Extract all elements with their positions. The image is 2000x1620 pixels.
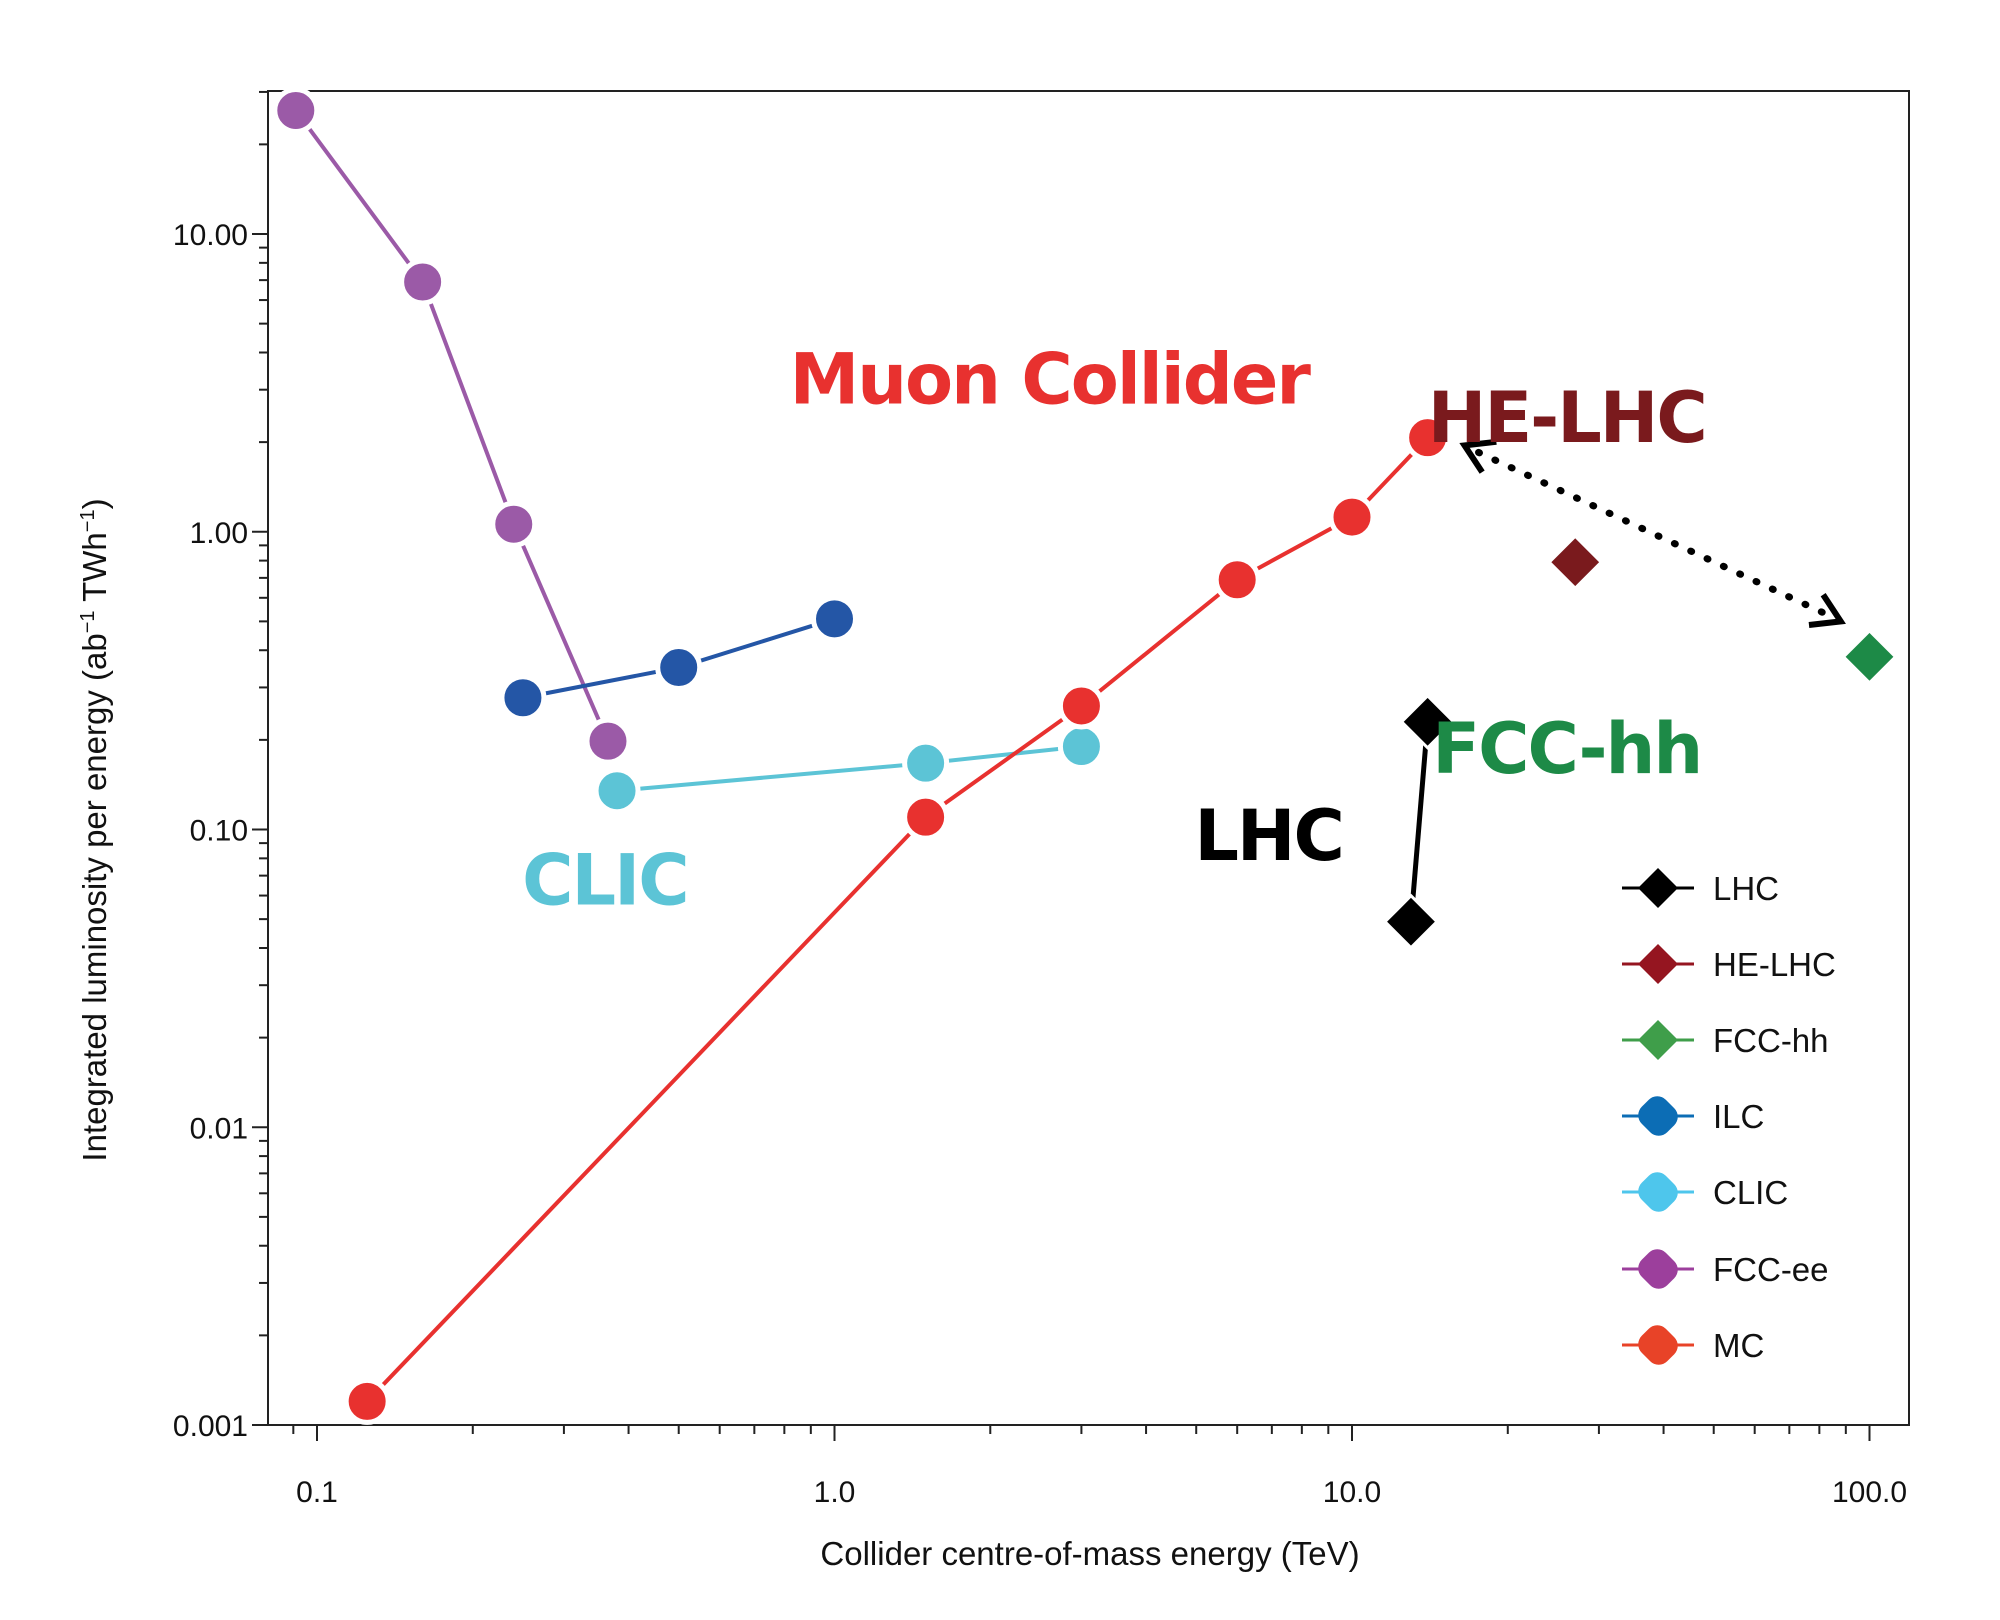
legend-marker-he-lhc bbox=[1638, 944, 1678, 984]
plot-frame bbox=[267, 90, 1910, 1426]
legend-label-he-lhc: HE-LHC bbox=[1713, 946, 1836, 983]
mc-data-point bbox=[1328, 493, 1376, 541]
annotation-he-lhc: HE-LHC bbox=[1428, 377, 1706, 459]
ilc-data-point bbox=[811, 595, 858, 643]
fcc-ee-data-point bbox=[584, 717, 632, 765]
fcc-ee-data-point bbox=[399, 258, 447, 306]
fcc-hh-data-point bbox=[1841, 628, 1898, 685]
legend-marker-mc bbox=[1638, 1325, 1678, 1365]
legend-marker-fcc-ee bbox=[1638, 1249, 1678, 1289]
plot-area: 0.1 1.0 10.0 100.0 10.00 1.00 0.10 0.01 0.001 Muo… bbox=[173, 86, 1910, 1509]
y-axis-title-mid: TWh bbox=[76, 532, 113, 610]
legend-marker-clic bbox=[1638, 1172, 1678, 1212]
annotation-lhc: LHC bbox=[1194, 795, 1343, 877]
mc-data-point bbox=[1057, 682, 1105, 730]
fcc-ee-data-point bbox=[490, 500, 538, 548]
dotted-arrow-line bbox=[1475, 448, 1831, 618]
y-tick-label: 0.001 bbox=[173, 1410, 248, 1443]
arrowhead-right-icon bbox=[1808, 593, 1846, 628]
legend-marker-lhc bbox=[1638, 868, 1678, 908]
y-tick-label: 0.10 bbox=[190, 815, 248, 848]
y-axis-title-end: ) bbox=[76, 498, 113, 509]
mc-data-point bbox=[1213, 556, 1261, 604]
ilc-data-point bbox=[655, 644, 703, 692]
legend-marker-ilc bbox=[1638, 1096, 1678, 1136]
arrowhead-left-icon bbox=[1459, 438, 1497, 474]
clic-series-line bbox=[616, 744, 1082, 793]
lhc-data-point bbox=[1399, 693, 1456, 750]
legend-label-clic: CLIC bbox=[1713, 1174, 1788, 1211]
y-axis-title-main: Integrated luminosity per energy (ab bbox=[76, 633, 113, 1161]
legend-label-lhc: LHC bbox=[1713, 870, 1779, 907]
lhc-data-point bbox=[1382, 893, 1440, 950]
legend-marker-fcc-hh bbox=[1638, 1020, 1678, 1060]
y-axis-title: Integrated luminosity per energy (ab−1 T… bbox=[76, 498, 113, 1161]
x-tick-label: 1.0 bbox=[814, 1476, 856, 1509]
x-tick-label: 10.0 bbox=[1323, 1476, 1381, 1509]
legend-label-ilc: ILC bbox=[1713, 1098, 1764, 1135]
annotation-fcc-hh: FCC-hh bbox=[1432, 708, 1701, 790]
x-tick-label: 100.0 bbox=[1832, 1476, 1907, 1509]
annotation-clic: CLIC bbox=[522, 839, 687, 921]
mc-data-point bbox=[343, 1377, 391, 1425]
clic-data-point bbox=[902, 739, 950, 787]
x-tick-label: 0.1 bbox=[296, 1476, 338, 1509]
mc-data-point bbox=[1404, 414, 1452, 462]
clic-data-point bbox=[1057, 723, 1105, 771]
annotation-muon-collider: Muon Collider bbox=[790, 338, 1312, 420]
fcc-ee-data-point bbox=[272, 86, 320, 134]
y-axis-title-sup1: −1 bbox=[77, 610, 99, 633]
y-tick-label: 1.00 bbox=[190, 517, 248, 550]
y-axis-title-sup2: −1 bbox=[77, 509, 99, 532]
legend-label-fcc-hh: FCC-hh bbox=[1713, 1022, 1829, 1059]
legend-label-fcc-ee: FCC-ee bbox=[1713, 1251, 1829, 1288]
fcc-ee-series-line bbox=[294, 109, 610, 742]
y-tick-label: 10.00 bbox=[173, 219, 248, 252]
legend-label-mc: MC bbox=[1713, 1327, 1764, 1364]
he-lhc-data-point bbox=[1547, 534, 1604, 591]
ilc-data-point bbox=[499, 674, 547, 722]
clic-data-point bbox=[593, 767, 641, 815]
mc-data-point bbox=[902, 793, 950, 841]
y-tick-label: 0.01 bbox=[190, 1112, 248, 1145]
x-axis-title: Collider centre-of-mass energy (TeV) bbox=[820, 1535, 1359, 1572]
lhc-series-line bbox=[1408, 721, 1431, 922]
